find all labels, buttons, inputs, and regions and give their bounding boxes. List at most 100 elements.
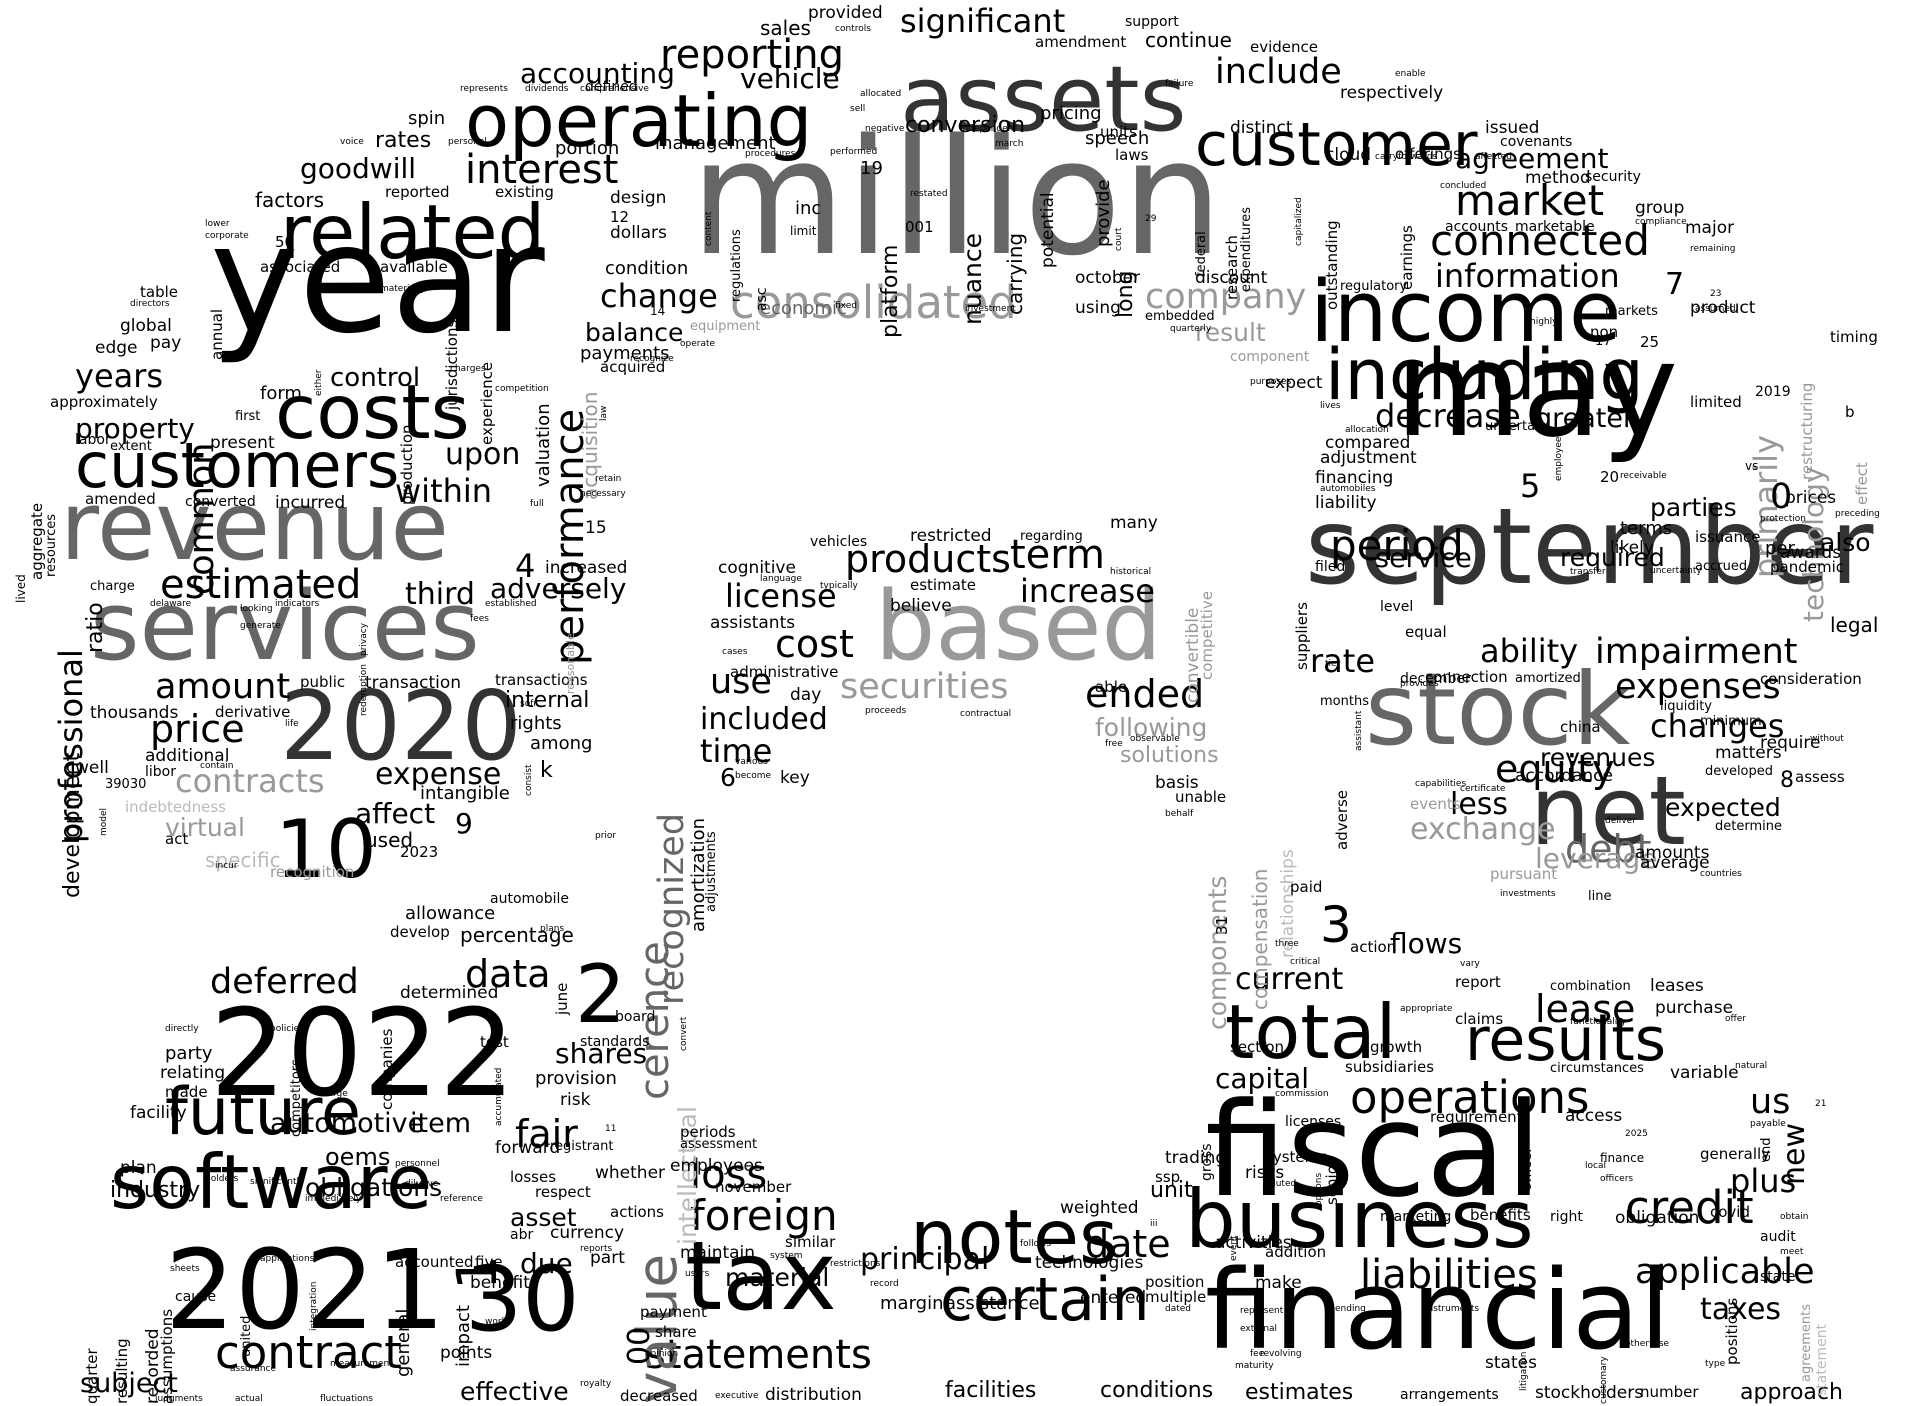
word-components: components	[1203, 875, 1232, 1030]
word-arrangements: arrangements	[1400, 1387, 1499, 1403]
word-purchase: purchase	[1655, 998, 1734, 1018]
word-iii: iii	[1150, 1219, 1158, 1229]
word-preceding: preceding	[1835, 509, 1880, 519]
word-available: available	[380, 258, 448, 276]
word-security: security	[1585, 169, 1641, 185]
word-may: may	[1395, 314, 1679, 466]
word-terms: terms	[1620, 518, 1673, 539]
word-recognize: recognize	[630, 354, 674, 364]
word-prior: prior	[595, 831, 617, 841]
word-deferred: deferred	[210, 962, 359, 1002]
word-opinion: opinion	[645, 1349, 679, 1359]
word-determined: determined	[400, 983, 499, 1003]
word-system: system	[770, 1251, 803, 1261]
word-follows: follows	[1020, 1239, 1052, 1249]
word-n2023: 2023	[400, 843, 439, 861]
word-purposes: purposes	[1250, 377, 1292, 387]
word-extent: extent	[110, 439, 152, 454]
word-minimum: minimum	[1700, 714, 1762, 729]
word-standards: standards	[580, 1034, 650, 1050]
word-n12: 12	[610, 208, 630, 226]
word-respect: respect	[535, 1183, 591, 1201]
word-made: made	[165, 1083, 208, 1101]
word-measurement: measurement	[330, 1359, 393, 1369]
word-potential: potential	[1038, 192, 1058, 268]
word-evidence: evidence	[1250, 38, 1319, 56]
word-performed: performed	[830, 147, 878, 157]
word-limit: limit	[790, 224, 817, 238]
word-tax: tax	[685, 1222, 837, 1332]
word-control: control	[330, 363, 421, 393]
word-user: user	[409, 1271, 419, 1291]
word-receivable: receivable	[1620, 471, 1667, 481]
word-risks: risks	[1245, 1163, 1285, 1183]
word-business: business	[1185, 1173, 1534, 1266]
word-automotive: automotive	[270, 1108, 425, 1139]
word-accumulated: accumulated	[494, 1067, 504, 1126]
word-interest: interest	[465, 147, 619, 193]
word-benefit: benefit	[470, 1273, 530, 1293]
word-dated: dated	[1165, 1304, 1192, 1314]
word-variable: variable	[1670, 1063, 1739, 1083]
word-production: production	[398, 424, 416, 505]
word-fluctuations: fluctuations	[320, 1394, 373, 1404]
word-software: software	[110, 1138, 433, 1226]
word-customary: customary	[1599, 1356, 1609, 1404]
word-assistant: assistant	[1354, 710, 1364, 751]
word-life: life	[285, 719, 299, 729]
word-test: test	[480, 1033, 509, 1051]
word-n8: 8	[1780, 768, 1794, 793]
word-proceeds: proceeds	[865, 706, 907, 716]
word-sheets: sheets	[170, 1264, 200, 1274]
word-provide: provide	[1093, 179, 1114, 247]
word-affected: affected	[1475, 152, 1512, 162]
word-make: make	[1255, 1273, 1302, 1293]
word-officers: officers	[1600, 1174, 1634, 1184]
word-weighted: weighted	[1060, 1198, 1139, 1218]
word-well: well	[75, 758, 109, 778]
word-diluted: diluted	[1265, 1179, 1297, 1189]
word-transactions: transactions	[495, 671, 588, 689]
word-fees: fees	[470, 614, 489, 624]
word-internal: internal	[505, 688, 590, 713]
word-outstanding: outstanding	[1323, 220, 1341, 310]
word-amounts: amounts	[1635, 843, 1710, 863]
word-cognitive: cognitive	[718, 558, 796, 578]
word-competitive: competitive	[1198, 591, 1216, 680]
word-cost: cost	[775, 622, 854, 666]
word-liquidity: liquidity	[1660, 699, 1712, 714]
word-issuance: issuance	[1695, 528, 1761, 546]
word-reported: reported	[385, 183, 450, 201]
word-intangible: intangible	[420, 783, 510, 804]
word-five: five	[475, 1253, 503, 1271]
word-fiscal: fiscal	[1205, 1074, 1542, 1226]
word-competitors: competitors	[289, 1059, 304, 1137]
word-provision: provision	[535, 1068, 617, 1089]
word-vehicle: vehicle	[740, 62, 840, 95]
word-aggregate: aggregate	[28, 502, 46, 580]
word-either: either	[314, 369, 324, 396]
word-require: require	[1760, 733, 1821, 753]
word-accordance: accordance	[1515, 766, 1613, 786]
word-n6: 6	[720, 763, 736, 792]
word-determine: determine	[1715, 819, 1782, 834]
word-property: property	[75, 412, 195, 445]
word-users: users	[685, 1269, 710, 1279]
word-significant: significant	[900, 2, 1066, 40]
word-connected: connected	[1430, 216, 1650, 265]
word-assistants: assistants	[710, 613, 796, 633]
word-years: years	[75, 357, 164, 395]
word-commission: commission	[1275, 1089, 1329, 1099]
word-rates: rates	[375, 128, 432, 153]
word-october: october	[1075, 268, 1141, 288]
word-vs: vs	[1745, 459, 1759, 473]
word-law: law	[599, 405, 609, 421]
word-y2020: 2020	[280, 672, 522, 782]
word-pandemic: pandemic	[1770, 558, 1844, 576]
word-n25: 25	[1640, 333, 1660, 351]
word-plan: plan	[120, 1158, 157, 1178]
word-global: global	[120, 316, 172, 336]
word-observable: observable	[1130, 734, 1180, 744]
word-k: k	[540, 758, 553, 783]
